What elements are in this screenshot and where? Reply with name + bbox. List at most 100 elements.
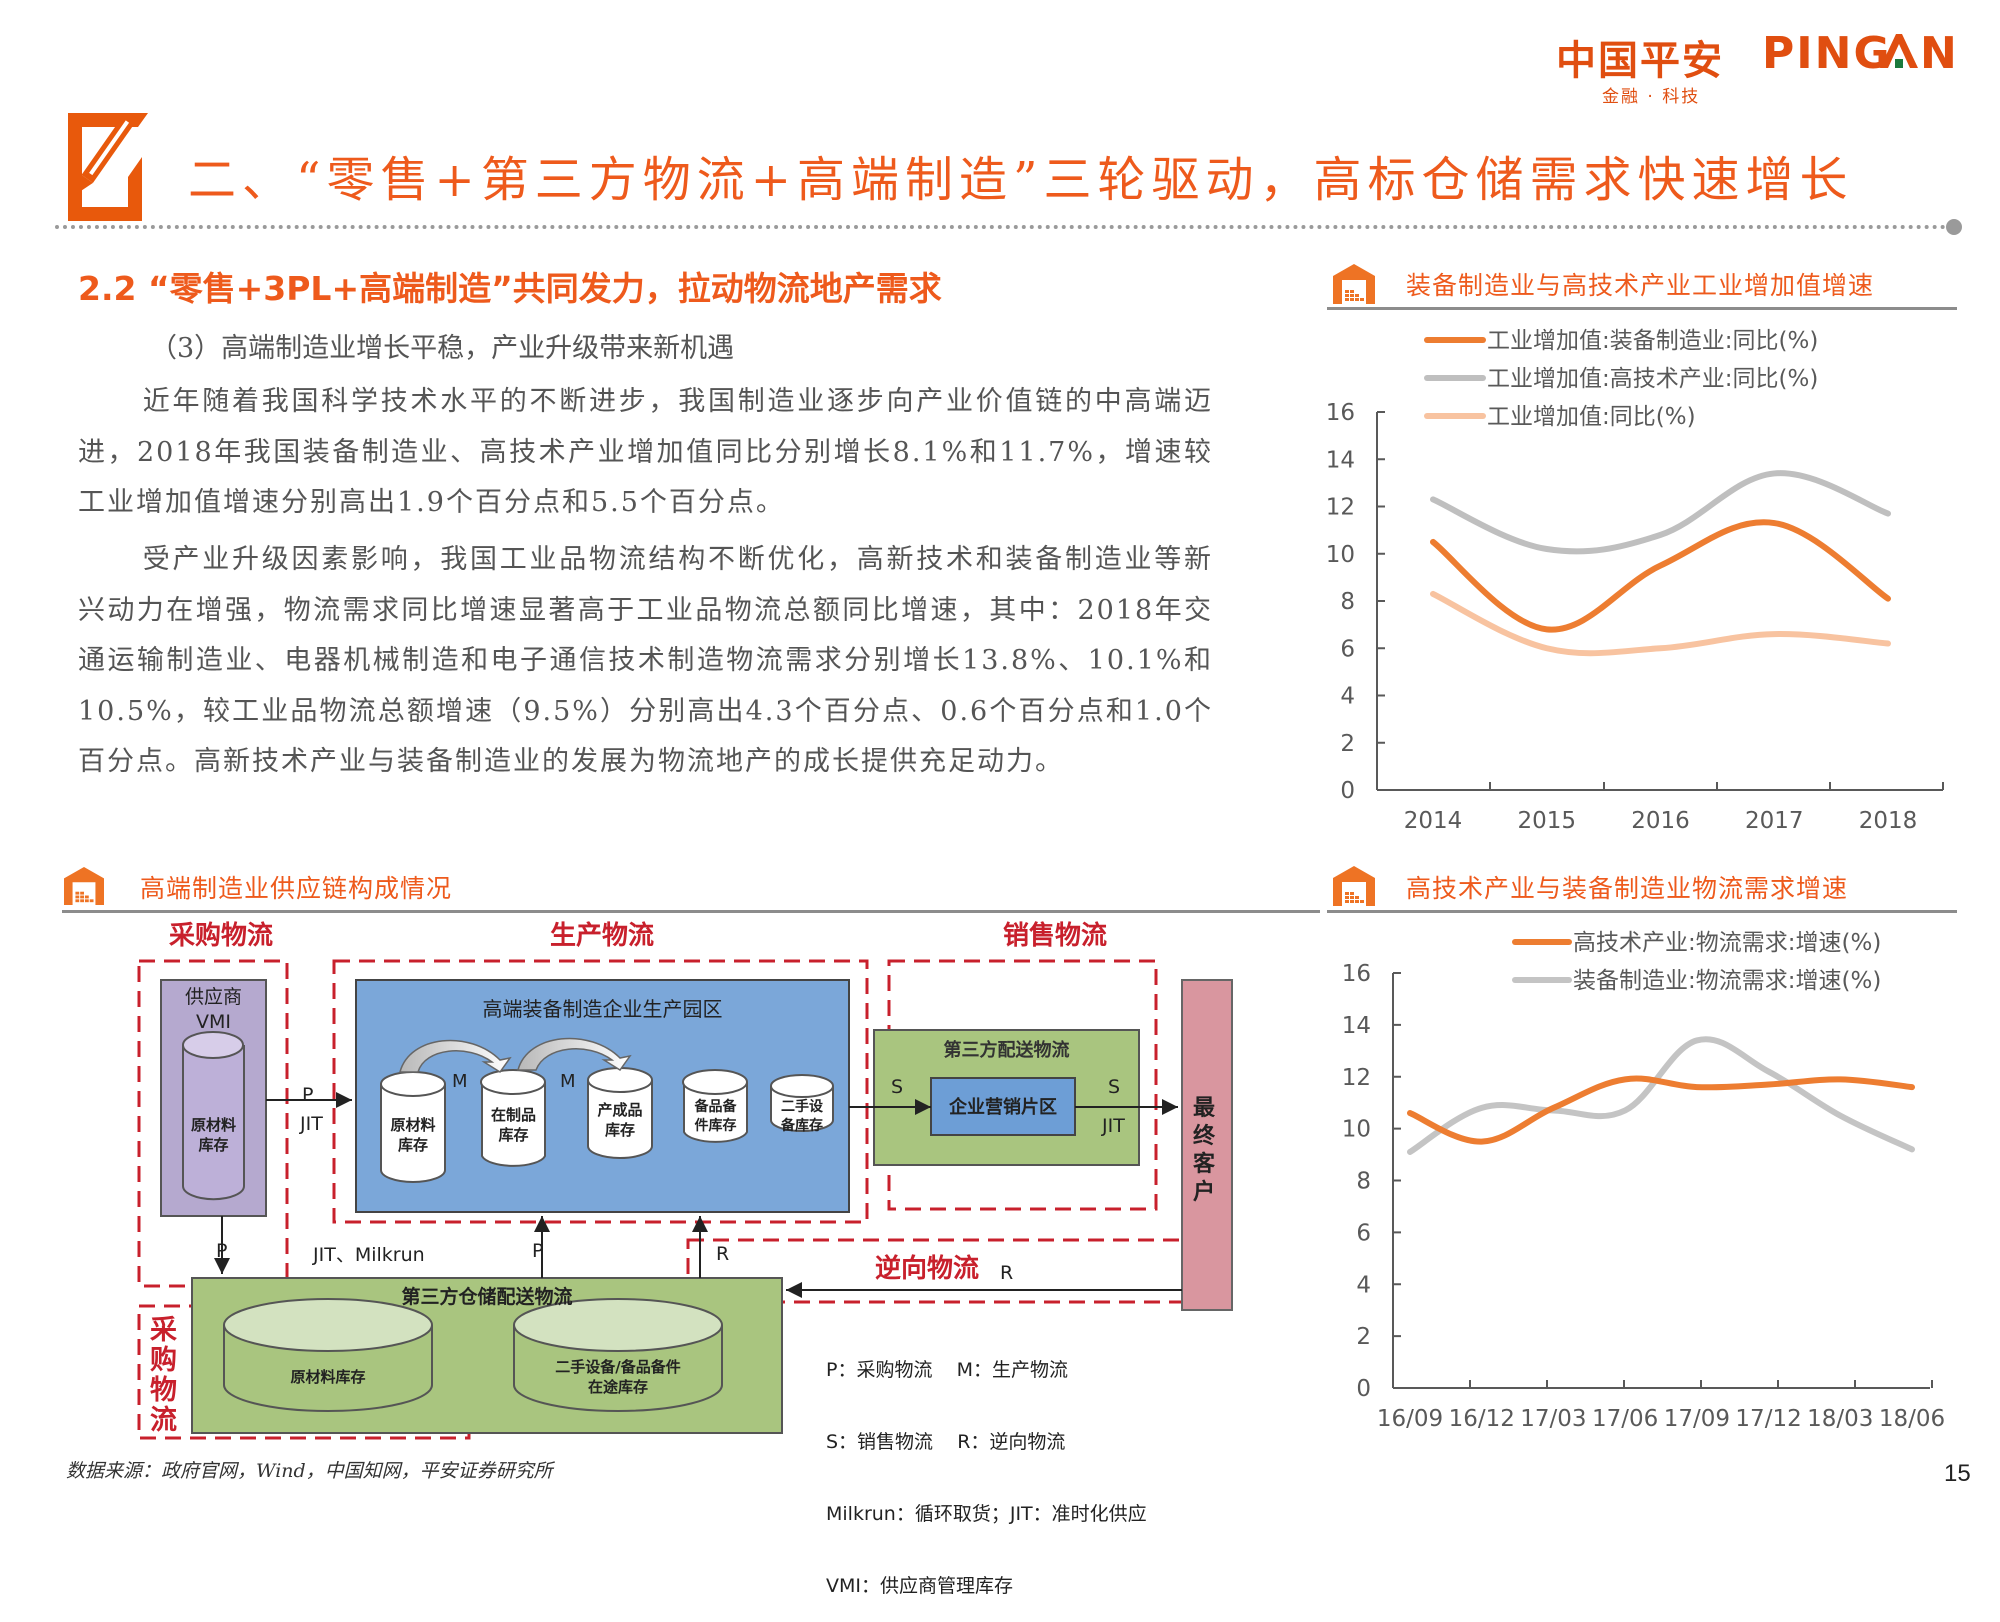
supplier-title: 供应商 (184, 986, 242, 1008)
divider-end-dot (1946, 219, 1962, 235)
x-tick-label: 2016 (1631, 808, 1690, 834)
y-tick-label: 0 (1340, 778, 1355, 804)
label-line: 在途库存 (587, 1378, 648, 1396)
y-tick-label: 4 (1340, 684, 1355, 710)
supplier-inventory-label: 原材料 库存 (183, 1115, 244, 1155)
x-tick-label: 17/12 (1735, 1406, 1801, 1432)
legend-line: P：采购物流 M：生产物流 (826, 1359, 1069, 1381)
label-line: 原材料 (390, 1116, 436, 1134)
label-line: 原材料 (190, 1116, 236, 1134)
zone-label-sales: 销售物流 (1003, 921, 1108, 951)
line-chart-value-added: 工业增加值:装备制造业:同比(%) 工业增加值:高技术产业:同比(%) 工业增加值:… (1320, 315, 2000, 850)
legend-label: 高技术产业:物流需求:增速(%) (1573, 930, 1881, 956)
cylinder-wip: 在制品 库存 (482, 1105, 545, 1145)
series-line (1407, 1036, 1915, 1155)
svg-text:N: N (1920, 28, 1960, 74)
cylinder-used-equipment: 二手设 备库存 (771, 1098, 833, 1136)
arrow-label-p-down: P (216, 1240, 228, 1262)
chart-title-rule (1327, 307, 1957, 310)
arrow-label-r-reverse: R (1000, 1262, 1014, 1284)
label-line: 在制品 (490, 1106, 536, 1124)
legend-line: VMI：供应商管理库存 (826, 1575, 1013, 1597)
warehouse-raw-inventory: 原材料库存 (290, 1368, 366, 1386)
paragraph-text: 受产业升级因素影响，我国工业品物流结构不断优化，高新技术和装备制造业等新兴动力在… (78, 544, 1213, 777)
production-park-title: 高端装备制造企业生产园区 (482, 997, 723, 1021)
label-line: 二手设备/备品备件 (555, 1358, 681, 1376)
series-line (1430, 519, 1891, 633)
arrow-label-s-out: S (1108, 1076, 1121, 1098)
x-tick-label: 18/03 (1807, 1406, 1873, 1432)
y-tick-label: 0 (1356, 1376, 1371, 1402)
label-line: 备品备 (694, 1099, 737, 1115)
third-party-delivery-title: 第三方配送物流 (943, 1040, 1070, 1061)
warehouse-transit-inventory: 二手设备/备品备件 在途库存 (514, 1357, 722, 1397)
arrow-label-jit-milkrun: JIT、Milkrun (313, 1244, 425, 1266)
y-tick-label: 16 (1326, 400, 1355, 426)
production-flow-arrows (399, 1037, 632, 1074)
y-tick-label: 12 (1326, 495, 1355, 521)
cylinder-spare-parts: 备品备 件库存 (684, 1098, 747, 1136)
brand-logo-cn: 中国平安 (1556, 38, 1724, 84)
line-chart-logistics-demand: 高技术产业:物流需求:增速(%) 装备制造业:物流需求:增速(%) 0 2 4 6 8 10 1… (1320, 915, 2000, 1450)
diagram-title: 高端制造业供应链构成情况 (140, 874, 453, 903)
svg-text:PING: PING (1762, 28, 1892, 74)
x-tick-label: 16/09 (1377, 1406, 1443, 1432)
series-line (1430, 470, 1891, 555)
pencil-edit-icon (68, 105, 160, 221)
legend-line: S：销售物流 R：逆向物流 (826, 1431, 1066, 1453)
final-customer-label: 最终客户 (1193, 1096, 1216, 1205)
diagram-title-rule (62, 910, 1320, 913)
y-tick-label: 6 (1340, 636, 1355, 662)
brand-tagline: 金融 · 科技 (1602, 87, 1701, 107)
y-tick-label: 2 (1340, 731, 1355, 757)
label-line: 产成品 (597, 1101, 643, 1119)
cylinder-finished-goods: 产成品 库存 (588, 1100, 652, 1140)
zone-label-purchase-vertical: 采购物流 (150, 1315, 177, 1436)
sales-area-label: 企业营销片区 (949, 1097, 1057, 1118)
warehouse-title: 第三方仓储配送物流 (401, 1286, 573, 1308)
y-tick-label: 6 (1356, 1220, 1371, 1246)
label-line: 库存 (397, 1136, 428, 1154)
label-line: 库存 (198, 1136, 229, 1154)
x-tick-label: 2014 (1404, 808, 1463, 834)
arrow-label-r: R (716, 1243, 730, 1265)
source-note: 数据来源：政府官网，Wind，中国知网，平安证券研究所 (66, 1460, 553, 1482)
label-line: 库存 (498, 1126, 529, 1144)
x-tick-label: 17/03 (1520, 1406, 1586, 1432)
zone-label-purchase: 采购物流 (169, 921, 274, 951)
y-tick-label: 8 (1340, 589, 1355, 615)
y-tick-label: 10 (1342, 1117, 1371, 1143)
y-tick-label: 4 (1356, 1272, 1371, 1298)
y-tick-label: 2 (1356, 1324, 1371, 1350)
arrow-label-p: P (302, 1084, 314, 1106)
flow-label-m1: M (452, 1071, 468, 1092)
brand-logo-en: PING N (1762, 28, 1962, 84)
x-tick-label: 2017 (1745, 808, 1804, 834)
paragraph-text: 近年随着我国科学技术水平的不断进步，我国制造业逐步向产业价值链的中高端迈进，20… (78, 386, 1213, 518)
arrow-label-jit-out: JIT (1102, 1115, 1125, 1137)
y-tick-label: 10 (1326, 542, 1355, 568)
body-paragraph-1: 近年随着我国科学技术水平的不断进步，我国制造业逐步向产业价值链的中高端迈进，20… (78, 377, 1213, 529)
flow-label-m2: M (560, 1071, 576, 1092)
series-line (1430, 590, 1891, 657)
warehouse-icon (64, 866, 104, 906)
chart-title-rule (1327, 910, 1957, 913)
legend-label: 工业增加值:同比(%) (1487, 404, 1696, 430)
page-title: 二、“零售+第三方物流+高端制造”三轮驱动，高标仓储需求快速增长 (188, 152, 1854, 208)
header-divider (55, 225, 1955, 229)
cylinder-raw-material: 原材料 库存 (381, 1115, 445, 1155)
x-tick-label: 2015 (1517, 808, 1576, 834)
y-tick-label: 12 (1342, 1065, 1371, 1091)
legend-label: 工业增加值:装备制造业:同比(%) (1487, 328, 1818, 354)
page-number: 15 (1944, 1460, 1971, 1487)
label-line: 备库存 (781, 1118, 823, 1134)
zone-label-reverse: 逆向物流 (875, 1254, 980, 1284)
series-line (1407, 1075, 1915, 1145)
warehouse-icon (1333, 264, 1375, 304)
y-tick-label: 16 (1342, 961, 1371, 987)
warehouse-icon (1333, 866, 1375, 906)
y-tick-label: 14 (1342, 1013, 1371, 1039)
x-tick-label: 16/12 (1449, 1406, 1515, 1432)
ping-an-wordmark-icon: PING N (1762, 28, 1960, 79)
chart-title-value-added: 装备制造业与高技术产业工业增加值增速 (1406, 271, 1875, 300)
